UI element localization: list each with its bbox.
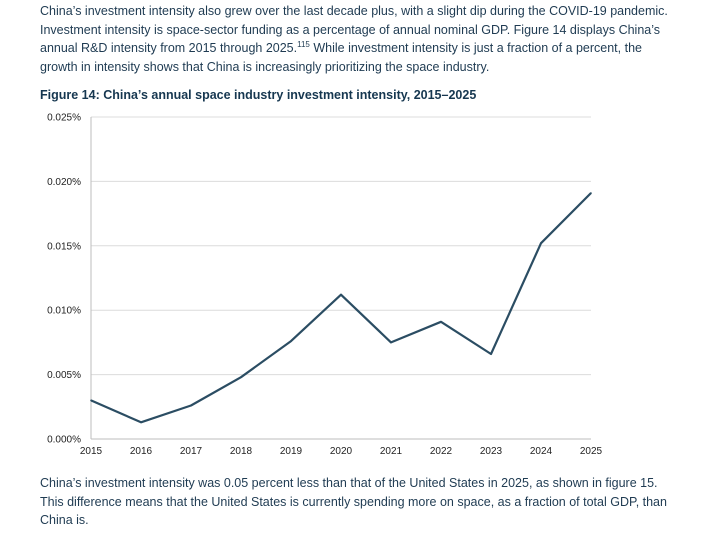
x-tick-label: 2021 — [380, 446, 403, 457]
y-tick-label: 0.015% — [47, 241, 81, 252]
investment-intensity-line — [90, 192, 592, 424]
data-point — [90, 399, 92, 402]
data-point — [440, 320, 442, 323]
data-point — [190, 404, 192, 407]
x-tick-label: 2016 — [130, 446, 153, 457]
figure-caption: Figure 14: China’s annual space industry… — [40, 88, 477, 102]
chart-gridlines — [91, 116, 591, 376]
y-axis-tick-labels: 0.000% 0.005% 0.010% 0.015% 0.020% 0.025% — [47, 113, 81, 446]
y-tick-label: 0.000% — [47, 435, 81, 446]
intro-text-part-1: China’s investment intensity also grew o… — [40, 4, 668, 55]
intro-text-part-2: While investment intensity is just a fra… — [40, 41, 642, 74]
data-point — [240, 376, 242, 378]
x-tick-label: 2020 — [330, 446, 353, 457]
y-tick-label: 0.005% — [47, 370, 81, 381]
data-point — [540, 242, 542, 245]
chart-axes — [90, 117, 591, 440]
y-tick-label: 0.010% — [47, 306, 81, 317]
closing-paragraph: China’s investment intensity was 0.05 pe… — [40, 476, 667, 527]
data-point — [340, 293, 342, 296]
y-tick-label: 0.025% — [47, 113, 81, 124]
data-point — [290, 340, 292, 342]
x-tick-label: 2023 — [480, 446, 503, 457]
x-tick-label: 2018 — [230, 446, 253, 457]
x-tick-label: 2022 — [430, 446, 453, 457]
x-axis-tick-labels: 2015 2016 2017 2018 2019 2020 2021 2022 2023 2024… — [80, 446, 603, 457]
data-point — [390, 341, 392, 344]
data-point — [590, 192, 592, 194]
intro-paragraph: China’s investment intensity also grew o… — [40, 2, 680, 76]
x-tick-label: 2015 — [80, 446, 103, 457]
x-tick-label: 2025 — [580, 446, 603, 457]
data-point — [140, 421, 142, 424]
x-tick-label: 2019 — [280, 446, 303, 457]
footnote-reference[interactable]: 115 — [297, 39, 310, 49]
data-point — [490, 353, 492, 355]
y-tick-label: 0.020% — [47, 177, 81, 188]
x-tick-label: 2017 — [180, 446, 203, 457]
x-tick-label: 2024 — [530, 446, 553, 457]
chart-series — [90, 192, 592, 424]
